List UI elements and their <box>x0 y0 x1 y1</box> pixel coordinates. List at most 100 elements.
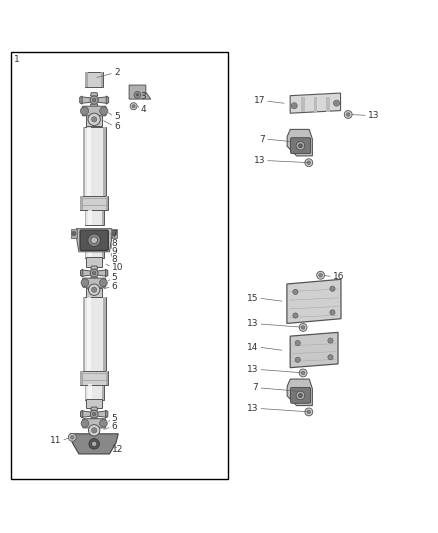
Circle shape <box>91 237 98 244</box>
Text: 13: 13 <box>247 319 258 328</box>
Polygon shape <box>91 277 98 280</box>
Circle shape <box>112 231 117 236</box>
FancyBboxPatch shape <box>83 419 106 428</box>
Bar <box>80 196 108 209</box>
Text: 17: 17 <box>254 96 265 106</box>
Circle shape <box>92 427 97 433</box>
Circle shape <box>81 419 89 427</box>
Polygon shape <box>71 229 77 238</box>
Bar <box>80 371 83 385</box>
Circle shape <box>293 313 298 318</box>
Circle shape <box>90 96 98 104</box>
Text: 5: 5 <box>114 112 120 121</box>
Circle shape <box>92 271 96 275</box>
Circle shape <box>299 324 307 332</box>
Circle shape <box>136 93 139 96</box>
Polygon shape <box>91 266 98 269</box>
Polygon shape <box>112 229 117 238</box>
Bar <box>326 96 330 112</box>
Circle shape <box>328 338 333 343</box>
FancyBboxPatch shape <box>290 387 311 403</box>
Bar <box>80 198 108 199</box>
Bar <box>87 297 91 372</box>
Bar <box>85 248 104 258</box>
Bar <box>106 371 108 385</box>
Text: 13: 13 <box>247 365 258 374</box>
Bar <box>83 127 106 197</box>
FancyBboxPatch shape <box>83 278 106 287</box>
Polygon shape <box>98 411 107 417</box>
Bar <box>83 127 85 197</box>
Circle shape <box>81 107 88 115</box>
Circle shape <box>130 103 137 110</box>
Circle shape <box>132 104 135 108</box>
Bar <box>80 373 108 374</box>
Bar <box>80 371 108 385</box>
Polygon shape <box>70 434 118 454</box>
Text: 7: 7 <box>253 383 258 392</box>
Circle shape <box>92 117 97 122</box>
Circle shape <box>295 357 300 362</box>
Circle shape <box>298 393 302 398</box>
Text: 10: 10 <box>112 263 123 272</box>
Polygon shape <box>106 269 108 277</box>
Circle shape <box>330 286 335 292</box>
Bar <box>102 384 104 400</box>
Bar <box>102 209 104 225</box>
Bar <box>88 248 92 258</box>
Circle shape <box>301 371 305 375</box>
Bar <box>86 399 102 408</box>
Bar <box>85 71 88 87</box>
Circle shape <box>92 413 96 416</box>
Bar <box>86 288 102 297</box>
Bar <box>80 196 83 209</box>
Polygon shape <box>290 93 340 113</box>
Circle shape <box>88 425 100 436</box>
Circle shape <box>298 144 302 148</box>
Circle shape <box>134 91 141 99</box>
Text: 3: 3 <box>140 92 146 101</box>
Circle shape <box>333 100 339 106</box>
Circle shape <box>291 103 297 109</box>
Polygon shape <box>91 418 98 421</box>
Bar <box>86 115 102 126</box>
Bar <box>80 380 108 381</box>
Bar <box>85 209 104 225</box>
Circle shape <box>92 287 97 292</box>
Text: 5: 5 <box>112 273 117 282</box>
Circle shape <box>89 439 99 449</box>
Circle shape <box>305 159 313 167</box>
Bar <box>83 297 106 372</box>
FancyBboxPatch shape <box>80 230 108 251</box>
Circle shape <box>88 284 100 295</box>
Bar <box>314 96 317 112</box>
Polygon shape <box>129 85 151 99</box>
Circle shape <box>344 110 352 118</box>
Text: 6: 6 <box>112 422 117 431</box>
Text: 1: 1 <box>14 55 20 64</box>
Circle shape <box>68 433 76 441</box>
Polygon shape <box>290 333 338 368</box>
Polygon shape <box>91 407 98 410</box>
Text: 2: 2 <box>114 68 120 77</box>
Circle shape <box>330 310 335 315</box>
Bar <box>101 71 103 87</box>
Bar <box>11 52 228 479</box>
Polygon shape <box>81 411 91 417</box>
Text: 8: 8 <box>112 239 117 248</box>
Bar <box>301 96 304 112</box>
Polygon shape <box>80 96 82 104</box>
Circle shape <box>305 408 313 416</box>
Circle shape <box>299 369 307 377</box>
Circle shape <box>92 98 96 102</box>
Polygon shape <box>106 410 108 418</box>
Circle shape <box>328 354 333 360</box>
Circle shape <box>99 279 107 287</box>
Text: 5: 5 <box>112 414 117 423</box>
Text: 13: 13 <box>368 111 379 120</box>
Bar <box>86 257 102 266</box>
Bar <box>80 205 108 206</box>
Circle shape <box>301 326 305 329</box>
Polygon shape <box>91 93 98 96</box>
Text: 11: 11 <box>50 436 61 445</box>
